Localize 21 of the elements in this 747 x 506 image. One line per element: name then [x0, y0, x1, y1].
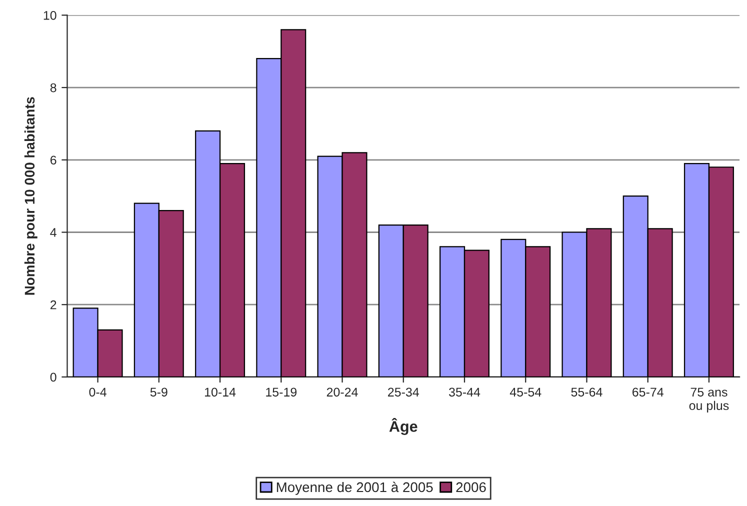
x-tick-label: 25-34	[388, 388, 419, 397]
x-tick-label: 75 ans ou plus	[689, 388, 729, 413]
x-tick-label: 0-4	[89, 388, 106, 397]
y-tick-label: 6	[50, 156, 56, 165]
y-tick-label: 8	[50, 83, 56, 92]
x-tick-label: 10-14	[204, 388, 236, 397]
y-tick-label: 2	[50, 300, 56, 310]
y-tick-label: 4	[50, 228, 56, 237]
legend-label: 2006	[456, 482, 486, 492]
x-tick-label: 35-44	[448, 388, 480, 397]
y-tick-label: 10	[44, 10, 56, 20]
x-tick-label: 20-24	[326, 388, 358, 397]
x-tick-label: 45-54	[510, 388, 542, 397]
x-axis-title: Âge	[389, 418, 418, 435]
y-tick-label: 0	[50, 372, 56, 382]
x-tick-label: 65-74	[632, 388, 664, 397]
x-tick-label: 55-64	[571, 388, 602, 397]
x-tick-label: 5-9	[150, 388, 168, 397]
y-axis-title: Nombre pour 10 000 habitants	[24, 97, 38, 295]
x-tick-label: 15-19	[266, 388, 297, 397]
legend-label: Moyenne de 2001 à 2005	[276, 482, 433, 495]
